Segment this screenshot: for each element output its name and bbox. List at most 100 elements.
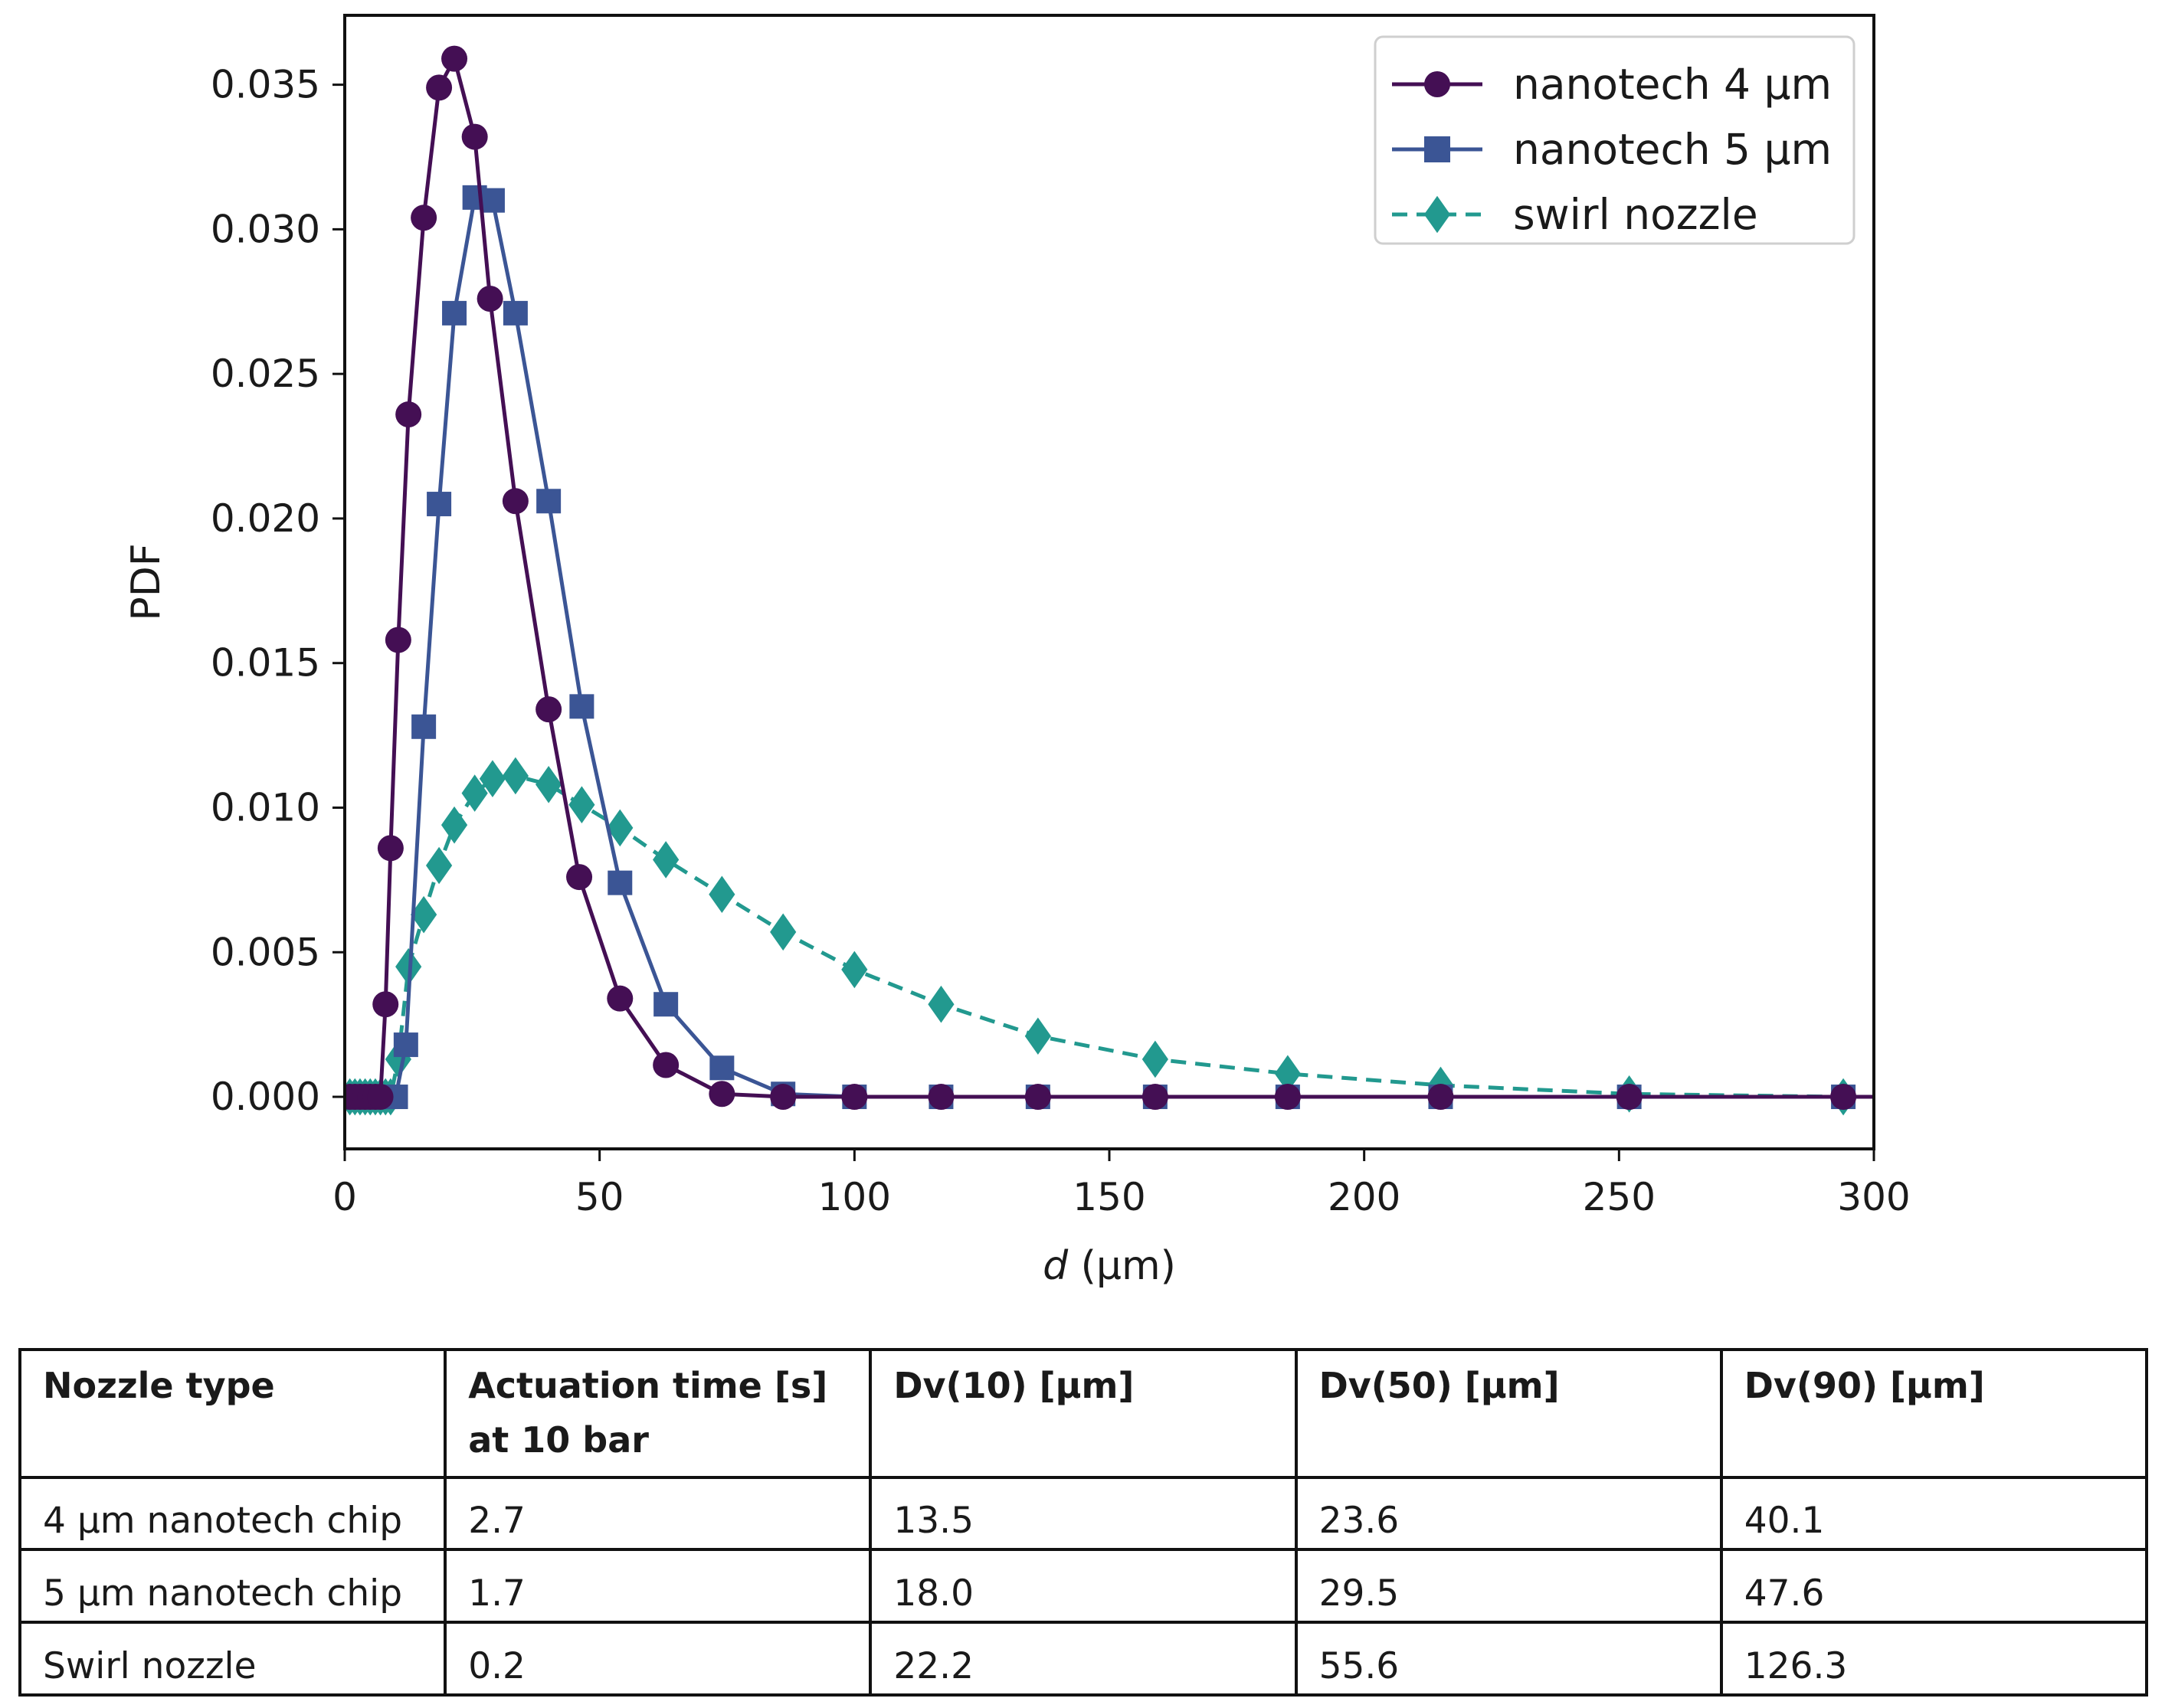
data-point	[1830, 1084, 1857, 1111]
y-tick-label: 0.005	[211, 930, 320, 974]
y-tick-label: 0.000	[211, 1075, 320, 1119]
table-cell: 47.6	[1719, 1548, 2149, 1625]
data-point	[709, 1081, 735, 1108]
data-point	[377, 835, 404, 862]
y-tick-label: 0.030	[211, 207, 320, 251]
data-point	[1274, 1084, 1301, 1111]
data-point	[442, 300, 467, 326]
data-point	[1024, 1084, 1051, 1111]
data-point	[385, 1040, 411, 1078]
data-point	[426, 74, 453, 101]
legend-item: nanotech 4 μm	[1392, 60, 1832, 109]
data-point	[608, 870, 633, 895]
data-point	[411, 895, 437, 934]
table-cell: 29.5	[1294, 1548, 1723, 1625]
y-tick-label: 0.010	[211, 785, 320, 829]
y-axis-label: PDF	[123, 543, 169, 620]
legend-marker	[1424, 71, 1450, 97]
legend-label: nanotech 4 μm	[1513, 60, 1832, 109]
data-point	[477, 286, 503, 312]
data-point	[928, 1084, 955, 1111]
y-tick-label: 0.020	[211, 496, 320, 541]
data-point	[367, 1084, 394, 1111]
header-actuation-time: Actuation time [s] at 10 bar	[444, 1348, 873, 1479]
table-cell: 4 µm nanotech chip	[18, 1475, 447, 1552]
data-point	[536, 489, 562, 514]
data-point	[385, 627, 411, 653]
data-point	[607, 985, 634, 1012]
data-point	[709, 1055, 735, 1081]
y-tick-label: 0.035	[211, 63, 320, 107]
data-point	[841, 951, 868, 989]
data-point	[569, 694, 594, 719]
table-row: 4 µm nanotech chip 2.7 13.5 23.6 40.1	[18, 1475, 2149, 1552]
x-tick-label: 50	[575, 1175, 624, 1219]
data-point	[709, 875, 735, 914]
data-point	[425, 846, 453, 885]
table-row: 5 µm nanotech chip 1.7 18.0 29.5 47.6	[18, 1548, 2149, 1625]
series-line	[349, 774, 1874, 1099]
y-axis: 0.000 0.005 0.010 0.015 0.020 0.025 0.030 0.035	[211, 63, 345, 1119]
data-point	[411, 205, 437, 231]
data-point	[1427, 1084, 1454, 1111]
table-cell: 22.2	[869, 1621, 1298, 1697]
legend-marker	[1424, 136, 1450, 162]
data-point	[536, 696, 562, 723]
y-tick-label: 0.015	[211, 641, 320, 685]
data-point	[411, 714, 437, 739]
table-cell: 2.7	[444, 1475, 873, 1552]
table-cell: 1.7	[444, 1548, 873, 1625]
x-tick-label: 250	[1583, 1175, 1656, 1219]
data-point	[461, 774, 488, 812]
series-line	[349, 195, 1874, 1099]
data-point	[479, 760, 506, 798]
data-point	[372, 991, 399, 1018]
data-point	[502, 757, 529, 795]
data-point	[1274, 1055, 1301, 1093]
table-cell: 18.0	[869, 1548, 1298, 1625]
table-cell: 55.6	[1294, 1621, 1723, 1697]
data-point	[607, 809, 634, 847]
legend: nanotech 4 μm nanotech 5 μm swirl nozzle	[1374, 35, 1855, 245]
pdf-chart: 0 50 100 150 200 250 300 0.0000.0050.0100.0150…	[123, 14, 1911, 1289]
data-point	[653, 992, 679, 1017]
x-axis: 0 50 100 150 200 250 300	[332, 1149, 1911, 1219]
data-point	[427, 492, 452, 517]
table-cell: 126.3	[1719, 1621, 2149, 1697]
data-point	[480, 188, 505, 213]
header-nozzle-type: Nozzle type	[18, 1348, 447, 1479]
header-dv50: Dv(50) [µm]	[1294, 1348, 1723, 1479]
x-axis-label: d (μm)	[1043, 1243, 1176, 1289]
header-dv90: Dv(90) [µm]	[1719, 1348, 2149, 1479]
x-tick-label: 150	[1073, 1175, 1145, 1219]
x-tick-label: 0	[332, 1175, 357, 1219]
legend-marker	[1423, 195, 1451, 234]
header-dv10: Dv(10) [µm]	[869, 1348, 1298, 1479]
data-point	[503, 300, 528, 326]
x-tick-label: 100	[818, 1175, 891, 1219]
y-tick-label: 0.025	[211, 352, 320, 396]
data-point	[1141, 1040, 1168, 1078]
legend-item: nanotech 5 μm	[1392, 125, 1832, 174]
data-point	[1141, 1084, 1168, 1111]
table-cell: 23.6	[1294, 1475, 1723, 1552]
data-point	[1024, 1017, 1051, 1055]
data-point	[653, 1052, 680, 1078]
data-point	[568, 786, 595, 824]
legend-box	[1374, 35, 1855, 245]
series-square	[345, 185, 1874, 1110]
data-point	[536, 765, 562, 803]
table-cell: Swirl nozzle	[18, 1621, 447, 1697]
x-tick-label: 300	[1837, 1175, 1910, 1219]
data-point	[928, 985, 955, 1023]
data-point	[566, 864, 593, 891]
data-point	[441, 45, 468, 72]
nozzle-table: Nozzle type Actuation time [s] at 10 bar …	[18, 1348, 2149, 1697]
table-row: Swirl nozzle 0.2 22.2 55.6 126.3	[18, 1621, 2149, 1697]
data-point	[841, 1084, 868, 1111]
data-point	[395, 401, 422, 428]
data-point	[441, 806, 468, 844]
legend-label: swirl nozzle	[1513, 190, 1758, 239]
legend-item: swirl nozzle	[1392, 190, 1758, 239]
table-cell: 40.1	[1719, 1475, 2149, 1552]
